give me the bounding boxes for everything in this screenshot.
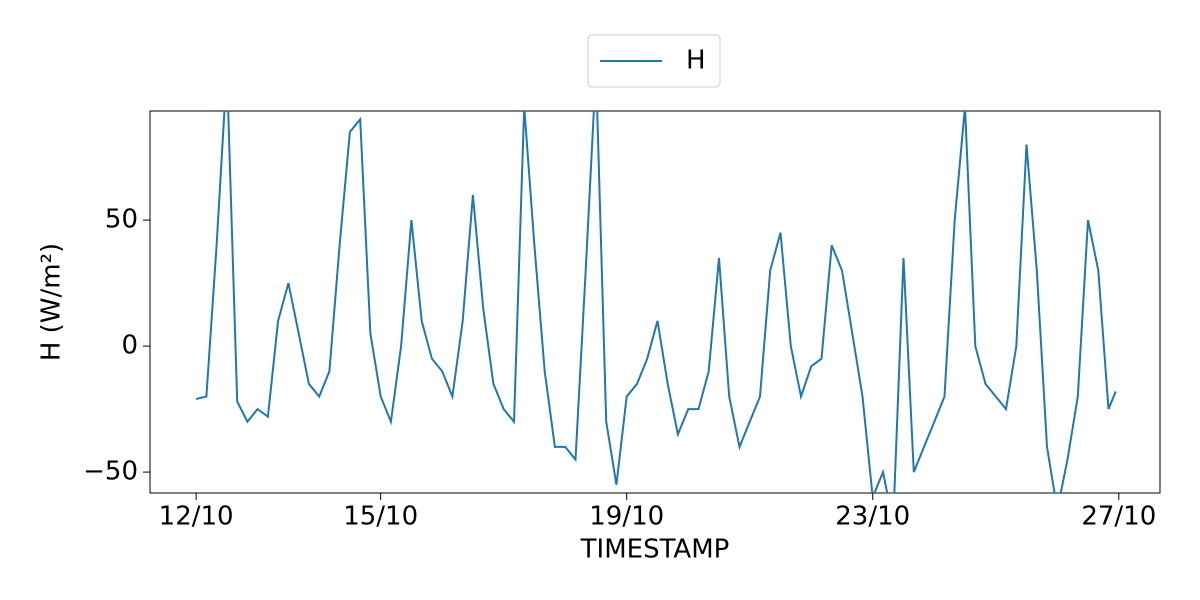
- y-axis-label: H (W/m²): [37, 243, 67, 361]
- x-tick-label: 27/10: [1081, 502, 1156, 532]
- line: [195, 111, 1117, 493]
- y-tick-label: 50: [105, 205, 138, 235]
- legend-label: H: [686, 46, 706, 76]
- x-tick-label: 12/10: [159, 502, 234, 532]
- plot-frame: [149, 110, 1161, 494]
- plot-area: [195, 111, 1117, 493]
- x-axis-label: TIMESTAMP: [580, 535, 730, 565]
- y-tick-label: 0: [121, 331, 138, 361]
- x-tick-label: 15/10: [343, 502, 418, 532]
- y-tick-label: −50: [83, 457, 138, 487]
- x-tick-label: 19/10: [589, 502, 664, 532]
- x-tick-label: 23/10: [835, 502, 910, 532]
